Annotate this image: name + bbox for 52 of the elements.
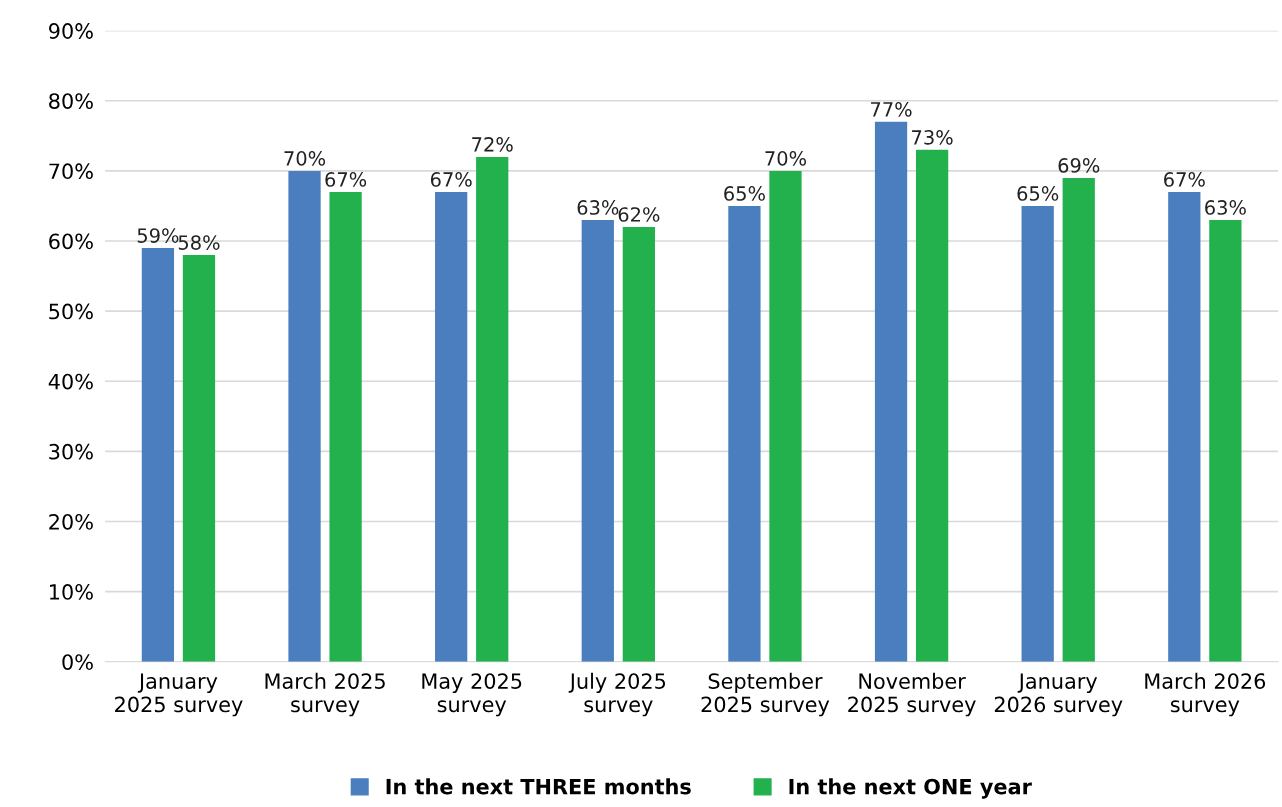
bar (769, 170, 802, 662)
data-label: 65% (1017, 186, 1059, 201)
x-tick-label: March 2025 survey (265, 672, 385, 717)
bar (1062, 177, 1095, 662)
legend-label: In the next ONE year (789, 778, 1032, 799)
x-tick-label: September 2025 survey (701, 672, 830, 717)
data-label: 63% (577, 200, 619, 215)
bar (476, 156, 509, 662)
data-label: 69% (1058, 158, 1100, 173)
x-tick-label: January 2026 survey (994, 673, 1123, 717)
data-label: 77% (871, 101, 912, 117)
y-tick-label: 60% (49, 233, 93, 250)
y-tick-label: 30% (49, 443, 93, 460)
y-tick-label: 90% (49, 23, 93, 39)
y-tick-label: 80% (49, 93, 93, 109)
bar (141, 248, 175, 662)
bar (915, 149, 949, 662)
bar (329, 191, 362, 662)
bar (182, 255, 216, 662)
bar (1209, 219, 1242, 662)
data-label: 62% (618, 207, 660, 222)
bar (288, 170, 321, 662)
y-tick-label: 0% (62, 654, 93, 670)
bar (728, 205, 761, 662)
bar (581, 219, 614, 662)
data-label: 67% (1164, 172, 1205, 187)
bar (874, 121, 908, 662)
bar (435, 191, 468, 662)
bar (1021, 205, 1054, 662)
bar (1168, 191, 1201, 662)
x-tick-label: July 2025 survey (568, 672, 666, 717)
y-tick-label: 70% (49, 163, 93, 180)
x-tick-label: January 2025 survey (115, 673, 243, 717)
data-label: 67% (325, 172, 367, 187)
data-label: 72% (472, 137, 513, 152)
x-tick-label: March 2026 survey (1145, 672, 1266, 717)
data-label: 59% (137, 228, 179, 243)
data-label: 70% (284, 151, 326, 166)
data-label: 65% (724, 186, 765, 201)
data-label: 58% (178, 235, 220, 250)
y-tick-label: 10% (50, 584, 93, 600)
data-label: 63% (1205, 200, 1246, 215)
y-tick-label: 20% (49, 513, 93, 530)
data-label: 67% (430, 172, 472, 187)
legend-label: In the next THREE months (386, 778, 691, 795)
bar (622, 227, 655, 662)
x-tick-label: November 2025 survey (848, 672, 976, 717)
data-label: 70% (765, 151, 807, 166)
y-tick-label: 40% (48, 373, 93, 390)
y-tick-label: 50% (49, 303, 93, 320)
data-label: 73% (912, 130, 953, 145)
x-tick-label: May 2025 survey (422, 673, 522, 717)
